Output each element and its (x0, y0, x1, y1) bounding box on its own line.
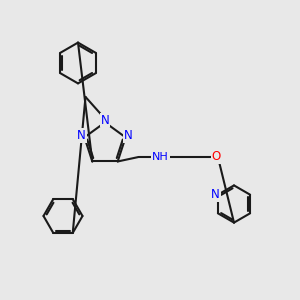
Text: O: O (212, 151, 221, 164)
Text: N: N (77, 129, 86, 142)
Text: N: N (211, 188, 220, 201)
Text: N: N (124, 129, 133, 142)
Text: NH: NH (152, 152, 169, 162)
Text: N: N (100, 113, 109, 127)
